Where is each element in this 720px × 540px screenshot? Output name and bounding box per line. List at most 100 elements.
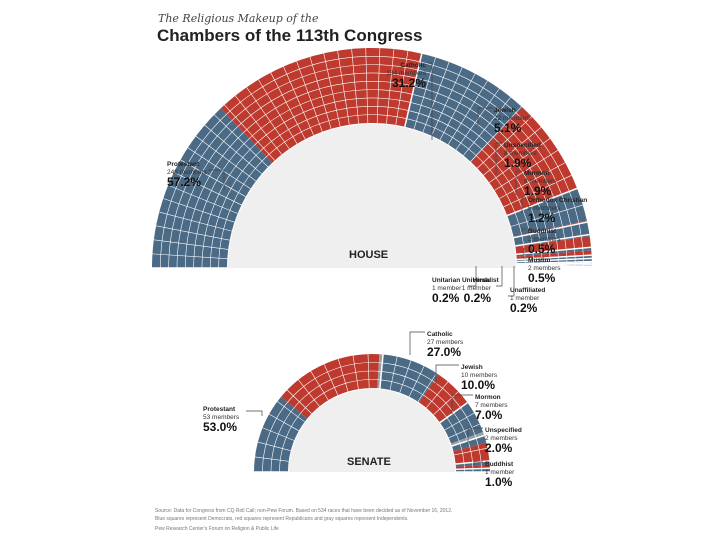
wedge-buddhist [455, 467, 490, 473]
chart-subtitle: The Religious Makeup of the [158, 12, 319, 25]
label-count: 8 members [504, 150, 537, 157]
label-percent: 1.0% [485, 475, 513, 489]
label-name: Catholic [400, 62, 426, 69]
label-count: 7 members [475, 402, 508, 409]
label-name: Buddhist [528, 228, 557, 235]
label-count: 1 member [485, 469, 515, 476]
leader-line [523, 248, 526, 259]
wedge-unaffiliated [516, 264, 592, 268]
leader-line [246, 410, 263, 416]
label-percent: 0.2% [464, 291, 492, 305]
leader-line [208, 169, 225, 190]
source-note-line2: Blue squares represent Democrats, red sq… [155, 516, 408, 522]
label-name: Unspecified [504, 142, 541, 149]
senate-plot [254, 354, 490, 473]
label-count: 8 members [524, 178, 557, 185]
label-count: 2 members [485, 435, 518, 442]
leader-line [521, 197, 526, 213]
label-name: Catholic [427, 331, 453, 338]
label-percent: 0.2% [510, 301, 538, 315]
label-name: Jewish [494, 107, 516, 114]
senate-chamber-label: SENATE [347, 456, 391, 468]
label-percent: 0.5% [528, 271, 556, 285]
leader-line [428, 62, 433, 140]
label-percent: 1.9% [504, 156, 532, 170]
inner-field [228, 124, 516, 269]
label-count: 10 members [461, 372, 498, 379]
house-plot [152, 48, 592, 269]
seg-orthodox-christian-republican [516, 250, 592, 260]
source-credit: Pew Research Center's Forum on Religion … [155, 526, 279, 532]
seg-jewish-democrat [439, 402, 484, 444]
label-percent: 0.2% [432, 291, 460, 305]
label-name: Muslim [528, 257, 551, 264]
label-count: 1 member [432, 285, 462, 292]
label-percent: 7.0% [475, 408, 503, 422]
seg-mormon-republican [515, 236, 592, 255]
label-name: Mormon [475, 394, 501, 401]
leader-line [473, 461, 483, 466]
seg-protestant-democrat [152, 108, 273, 268]
label-count: 2 members [528, 236, 561, 243]
label-name: Unaffiliated [510, 287, 545, 294]
leader-line [409, 331, 425, 355]
label-percent: 1.9% [524, 184, 552, 198]
label-count: 1 member [510, 295, 540, 302]
inner-field [289, 389, 455, 472]
label-percent: 1.2% [528, 211, 556, 225]
label-name: Protestant [167, 161, 200, 168]
leader-line [467, 427, 483, 445]
leader-line [521, 228, 526, 232]
leader-line [515, 170, 522, 195]
label-count: 134 members [386, 70, 426, 77]
house-chamber-label: HOUSE [349, 249, 388, 261]
label-count: 5 members [528, 205, 561, 212]
label-count: 22 members [494, 115, 531, 122]
leader-line [435, 364, 459, 384]
label-percent: 2.0% [485, 441, 513, 455]
label-name: Orthodox Christian [528, 197, 587, 204]
label-name: Protestant [203, 406, 236, 413]
label-count: 1 member [462, 285, 492, 292]
label-percent: 27.0% [427, 345, 461, 359]
label-percent: 5.1% [494, 121, 522, 135]
leader-line [468, 266, 477, 287]
label-count: 248 members [167, 169, 207, 176]
label-count: 53 members [203, 414, 240, 421]
label-percent: 57.2% [167, 175, 201, 189]
leader-line [508, 266, 515, 297]
source-note-line1: Source: Data for Congress from CQ Roll C… [155, 508, 452, 514]
wedge-catholic [404, 53, 578, 217]
label-percent: 31.2% [392, 76, 426, 90]
seg-protestant-democrat [254, 396, 308, 472]
label-count: 27 members [427, 339, 464, 346]
label-name: Buddhist [485, 461, 514, 468]
label-percent: 53.0% [203, 420, 237, 434]
label-percent: 0.5% [528, 242, 556, 256]
leader-line [495, 142, 502, 175]
label-percent: 10.0% [461, 378, 495, 392]
seg-unspecified-democrat [513, 222, 590, 246]
seg-jewish-democrat [507, 188, 587, 237]
label-name: Jewish [461, 364, 483, 371]
chart-title: Chambers of the 113th Congress [157, 26, 422, 45]
label-name: Unitarian Universalist [432, 277, 500, 284]
label-name: Unspecified [485, 427, 522, 434]
